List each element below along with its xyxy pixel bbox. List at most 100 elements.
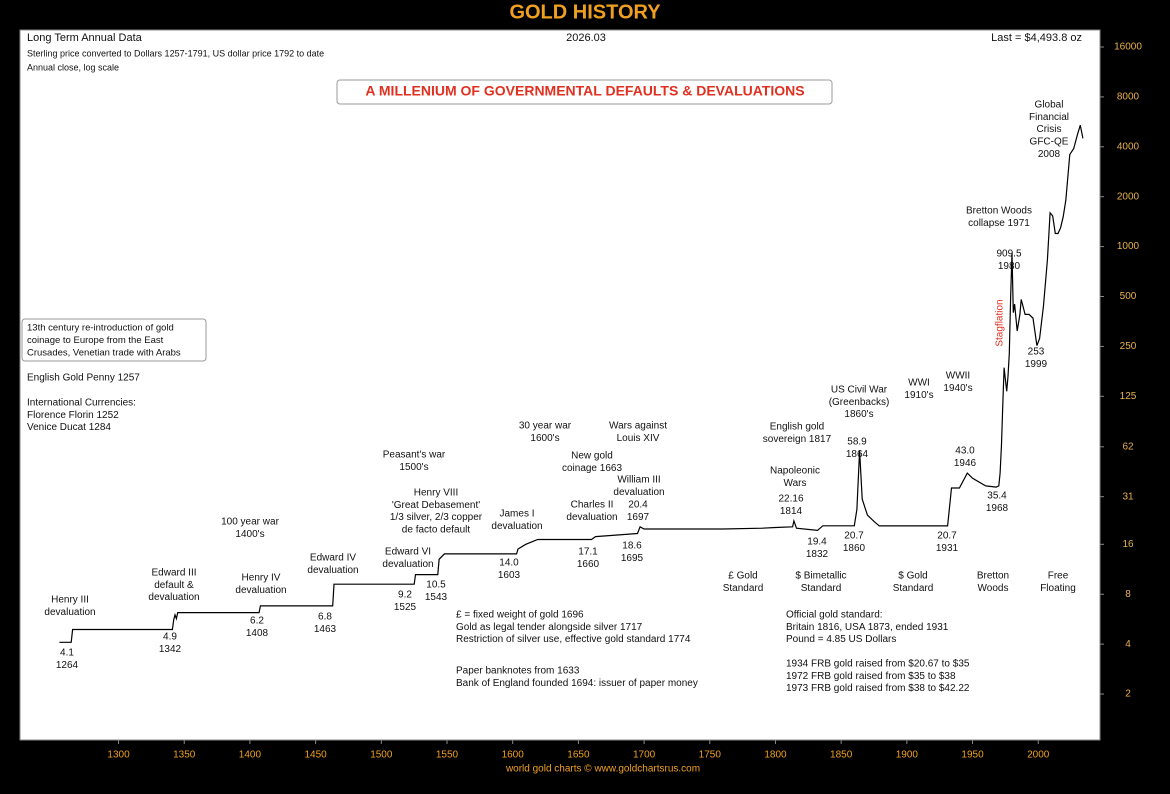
annotation: (Greenbacks): [829, 397, 890, 408]
annotation: 1342: [159, 644, 182, 655]
annotation: 1543: [425, 592, 448, 603]
annotation: devaluation: [382, 559, 433, 570]
x-tick-label: 1650: [567, 750, 590, 761]
annotation: Edward III: [151, 568, 196, 579]
last-price: Last = $4,493.8 oz: [991, 32, 1082, 44]
annotation: 10.5: [426, 580, 446, 591]
annotation: £ Gold: [728, 571, 757, 582]
annotation: 9.2: [398, 590, 412, 601]
x-tick-label: 1700: [633, 750, 656, 761]
x-tick-label: 1550: [436, 750, 459, 761]
annotation: Woods: [978, 583, 1009, 594]
annotation: Crisis: [1037, 124, 1062, 135]
x-tick-label: 1450: [304, 750, 327, 761]
annotation: Pound = 4.85 US Dollars: [786, 634, 896, 645]
annotation: 6.2: [250, 616, 264, 627]
x-tick-label: 1900: [896, 750, 919, 761]
annotation: 1940's: [943, 383, 972, 394]
annotation: 1972 FRB gold raised from $35 to $38: [786, 671, 956, 682]
annotation: 30 year war: [519, 421, 572, 432]
annotation: Henry III: [51, 595, 89, 606]
annotation: $ Gold: [898, 571, 927, 582]
x-tick-label: 1400: [239, 750, 262, 761]
annotation: $ Bimetallic: [795, 571, 846, 582]
annotation: 1525: [394, 602, 417, 613]
y-tick-label: 31: [1122, 491, 1134, 502]
annotation: sovereign 1817: [763, 434, 832, 445]
annotation: US Civil War: [831, 385, 888, 396]
y-tick-label: 16000: [1114, 42, 1142, 53]
annotation: 19.4: [807, 537, 827, 548]
annotation: Gold as legal tender alongside silver 17…: [456, 622, 643, 633]
y-tick-label: 250: [1120, 341, 1137, 352]
annotation: Peasant's war: [383, 450, 446, 461]
annotation: Bretton: [977, 571, 1009, 582]
date: 2026.03: [566, 32, 606, 44]
annotation: Restriction of silver use, effective gol…: [456, 634, 691, 645]
annotation: 4.9: [163, 632, 177, 643]
annotation: 1400's: [235, 529, 264, 540]
annotation: 1999: [1025, 359, 1048, 370]
annotation: Wars: [784, 478, 807, 489]
y-tick-label: 500: [1120, 291, 1137, 302]
x-tick-label: 1350: [173, 750, 196, 761]
box-note: coinage to Europe from the East: [27, 335, 164, 346]
annotation: Louis XIV: [617, 433, 660, 444]
annotation: 1603: [498, 570, 521, 581]
annotation: Venice Ducat 1284: [27, 422, 111, 433]
annotation: 1968: [986, 503, 1009, 514]
annotation: devaluation: [44, 607, 95, 618]
annotation: 6.8: [318, 612, 332, 623]
annotation: 18.6: [622, 541, 642, 552]
stagflation-label: Stagflation: [995, 299, 1006, 346]
annotation: 20.7: [937, 531, 957, 542]
annotation: Financial: [1029, 112, 1069, 123]
y-tick-label: 62: [1122, 441, 1134, 452]
annotation: 100 year war: [221, 517, 279, 528]
x-tick-label: 1500: [370, 750, 393, 761]
annotation: WWII: [946, 371, 970, 382]
annotation: WWI: [908, 378, 930, 389]
y-tick-label: 125: [1120, 391, 1137, 402]
annotation: devaluation: [235, 585, 286, 596]
annotation: 20.7: [844, 531, 864, 542]
annotation: Standard: [893, 583, 934, 594]
annotation: 1264: [56, 660, 79, 671]
box-note: Crusades, Venetian trade with Arabs: [27, 348, 181, 359]
annotation: devaluation: [566, 512, 617, 523]
annotation: 1860's: [844, 409, 873, 420]
annotation: Paper banknotes from 1633: [456, 666, 580, 677]
x-tick-label: 1600: [502, 750, 525, 761]
annotation: 1934 FRB gold raised from $20.67 to $35: [786, 659, 970, 670]
annotation: Standard: [801, 583, 842, 594]
annotation: 35.4: [987, 491, 1007, 502]
annotation: devaluation: [613, 487, 664, 498]
y-tick-label: 2000: [1117, 191, 1140, 202]
annotation: 1660: [577, 559, 600, 570]
annotation: devaluation: [148, 592, 199, 603]
annotation: coinage 1663: [562, 463, 622, 474]
annotation: £ = fixed weight of gold 1696: [456, 610, 584, 621]
annotation: 1408: [246, 628, 269, 639]
annotation: William III: [617, 475, 660, 486]
y-tick-label: 8: [1125, 589, 1131, 600]
header-note: Annual close, log scale: [27, 62, 119, 72]
annotation: Britain 1816, USA 1873, ended 1931: [786, 622, 949, 633]
headline-box: [336, 79, 833, 105]
annotation: Henry VIII: [414, 488, 458, 499]
annotation: Official gold standard:: [786, 610, 883, 621]
y-tick-label: 1000: [1117, 241, 1140, 252]
annotation: 1463: [314, 624, 337, 635]
annotation: Standard: [723, 583, 764, 594]
box-note: 13th century re-introduction of gold: [27, 323, 174, 334]
annotation: Free: [1048, 571, 1069, 582]
x-tick-label: 2000: [1027, 750, 1050, 761]
annotation: devaluation: [307, 565, 358, 576]
annotation: Henry IV: [242, 573, 281, 584]
headline: A MILLENIUM OF GOVERNMENTAL DEFAULTS & D…: [365, 83, 804, 99]
annotation: Edward VI: [385, 547, 431, 558]
annotation: New gold: [571, 451, 613, 462]
x-tick-label: 1850: [830, 750, 853, 761]
